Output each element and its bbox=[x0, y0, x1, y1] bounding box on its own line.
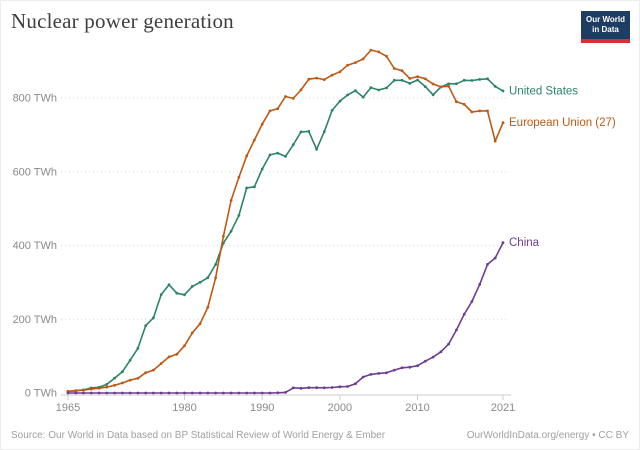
chart-title: Nuclear power generation bbox=[11, 9, 234, 33]
x-tick-label-1990: 1990 bbox=[250, 402, 274, 414]
y-tick-label-600: 600 TWh bbox=[13, 166, 57, 178]
series-markers-united-states bbox=[66, 77, 505, 393]
y-tick-label-200: 200 TWh bbox=[13, 314, 57, 326]
y-tick-label-0: 0 TWh bbox=[25, 388, 57, 400]
x-tick-label-1980: 1980 bbox=[172, 402, 196, 414]
owid-logo-line1: Our World bbox=[586, 15, 625, 24]
series-line-china bbox=[68, 242, 504, 394]
y-tick-label-400: 400 TWh bbox=[13, 240, 57, 252]
x-tick-label-1965: 1965 bbox=[56, 402, 80, 414]
x-tick-label-2021: 2021 bbox=[491, 402, 515, 414]
owid-logo: Our World in Data bbox=[581, 11, 630, 43]
y-tick-label-800: 800 TWh bbox=[13, 93, 57, 105]
x-tick-label-2010: 2010 bbox=[405, 402, 429, 414]
series-label-united-states: United States bbox=[509, 85, 578, 97]
series-markers-china bbox=[66, 241, 505, 395]
series-line-united-states bbox=[67, 78, 504, 393]
owid-logo-line2: in Data bbox=[592, 25, 619, 35]
chart-footer: Source: Our World in Data based on BP St… bbox=[11, 430, 629, 441]
series-label-european-union-27: European Union (27) bbox=[509, 117, 616, 129]
owid-logo-red-bar bbox=[581, 38, 630, 43]
series-markers-european-union-27 bbox=[66, 48, 505, 393]
series-line-european-union-27 bbox=[67, 49, 504, 393]
series-label-china: China bbox=[509, 237, 540, 249]
footer-link[interactable]: OurWorldInData.org/energy • CC BY bbox=[466, 430, 629, 441]
chart-canvas: 0 TWh 200 TWh 400 TWh 600 TWh 800 TWh 1965 198… bbox=[13, 48, 616, 414]
source-note: Source: Our World in Data based on BP St… bbox=[11, 430, 386, 441]
x-tick-label-2000: 2000 bbox=[328, 402, 352, 414]
